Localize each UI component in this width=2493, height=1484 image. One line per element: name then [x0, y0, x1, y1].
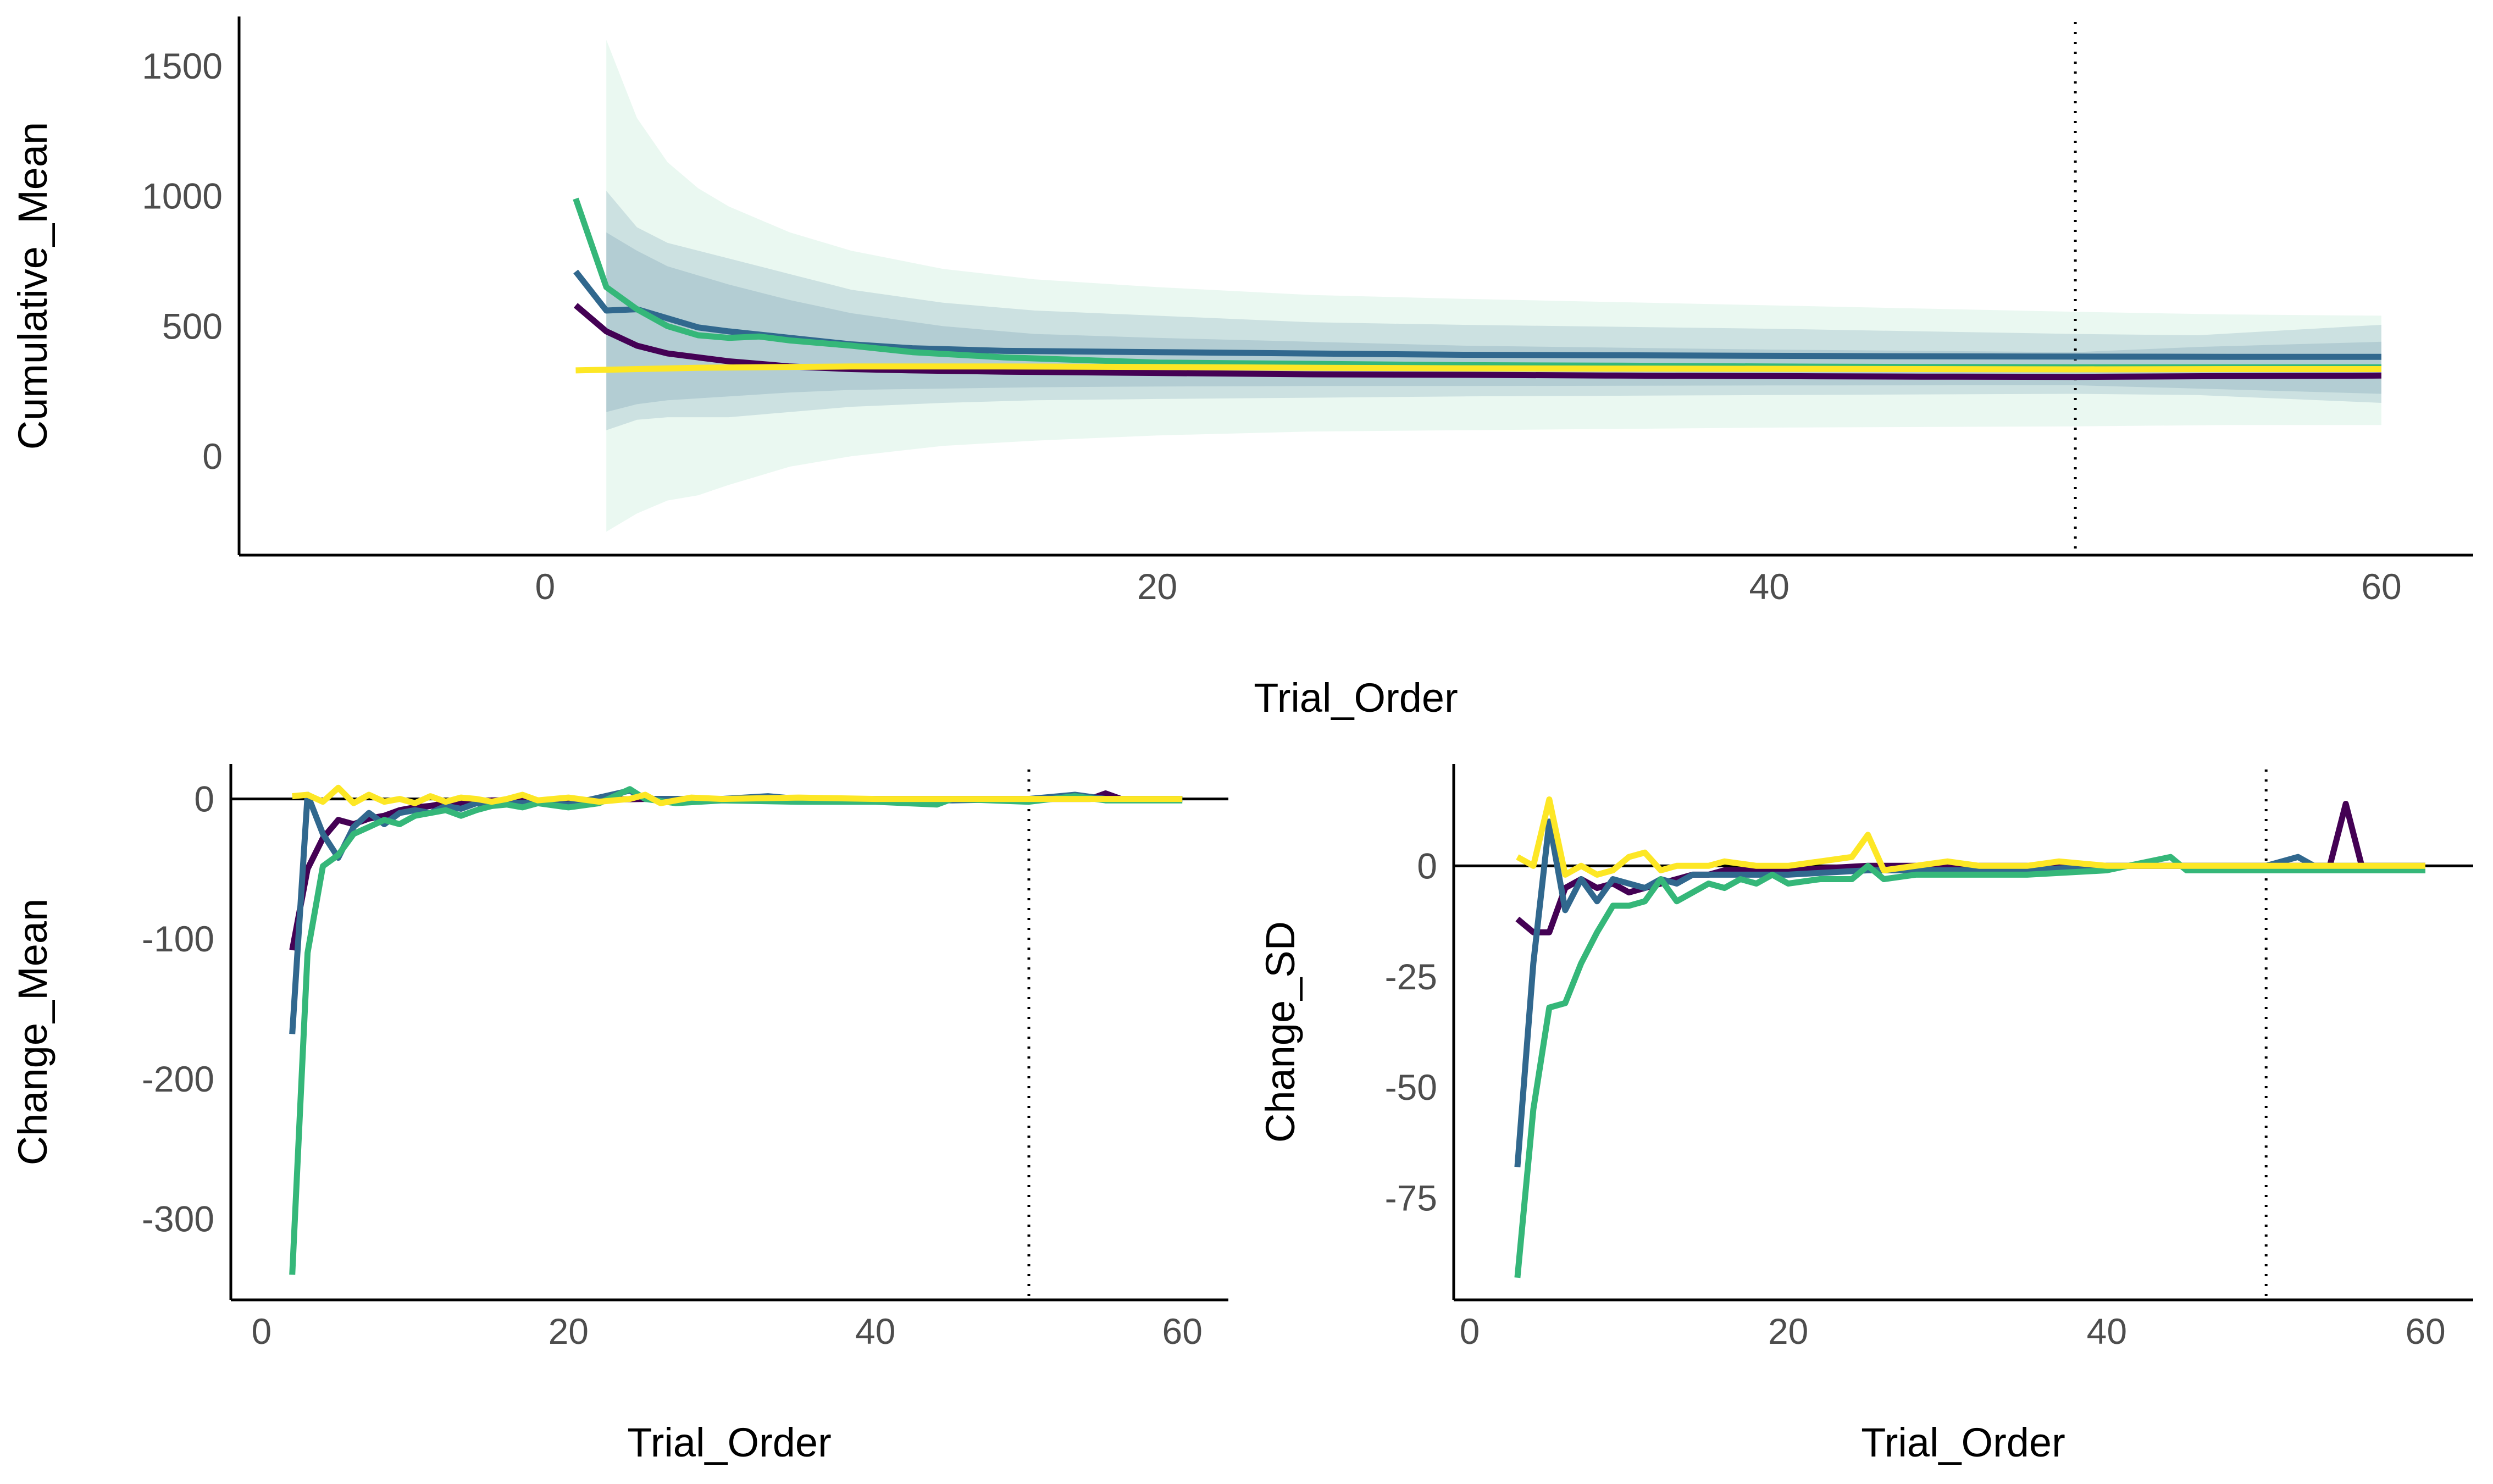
- series-line-4: [575, 363, 2381, 374]
- y-tick-label: 500: [162, 306, 223, 346]
- series-line-3: [289, 786, 1183, 1275]
- y-tick-label: 1000: [142, 176, 223, 217]
- x-tick-label: 40: [855, 1311, 895, 1352]
- change-sd-panel: 0 20 40 60 0 -25 -50 -75 Trial_Order Change_SD: [1257, 764, 2473, 1465]
- y-tick-label: -300: [142, 1198, 214, 1239]
- x-tick-label: 20: [1137, 566, 1177, 607]
- x-axis-title: Trial_Order: [627, 1420, 831, 1465]
- y-tick-label: 1500: [142, 46, 223, 86]
- cumulative-mean-panel: 0 20 40 60 0 500 1000 1500 Trial_Order Cumulative…: [10, 16, 2473, 721]
- series-line-3: [1514, 854, 2425, 1278]
- y-axis-title: Change_Mean: [10, 899, 56, 1165]
- y-tick-label: -75: [1385, 1178, 1437, 1219]
- y-tick-label: 0: [194, 779, 214, 819]
- x-tick-label: 60: [1162, 1311, 1203, 1352]
- x-tick-label: 40: [1749, 566, 1790, 607]
- x-tick-label: 60: [2361, 566, 2401, 607]
- x-tick-label: 40: [2087, 1311, 2127, 1352]
- x-tick-label: 0: [1460, 1311, 1480, 1352]
- ci-band-1: [606, 40, 2381, 532]
- y-tick-label: 0: [1417, 845, 1437, 886]
- x-axis-title: Trial_Order: [1861, 1420, 2065, 1465]
- y-tick-label: -50: [1385, 1067, 1437, 1108]
- x-tick-label: 20: [549, 1311, 589, 1352]
- y-axis-title: Change_SD: [1257, 921, 1303, 1143]
- x-tick-label: 0: [535, 566, 555, 607]
- series-line-1: [573, 303, 2381, 380]
- y-tick-label: -100: [142, 918, 214, 959]
- x-tick-label: 0: [251, 1311, 272, 1352]
- series-line-2: [573, 269, 2381, 360]
- x-axis-title: Trial_Order: [1254, 675, 1458, 721]
- y-axis-title: Cumulative_Mean: [10, 122, 56, 450]
- series-line-4: [292, 784, 1183, 806]
- change-mean-panel: 0 20 40 60 0 -100 -200 -300 Trial_Order Change_Me…: [10, 764, 1228, 1465]
- series-line-4: [1516, 796, 2425, 878]
- series-line-1: [289, 790, 1183, 951]
- y-tick-label: 0: [202, 436, 223, 477]
- x-tick-label: 60: [2405, 1311, 2445, 1352]
- y-tick-label: -200: [142, 1059, 214, 1099]
- y-tick-label: -25: [1385, 956, 1437, 997]
- series-line-2: [289, 787, 1183, 1034]
- x-tick-label: 20: [1768, 1311, 1808, 1352]
